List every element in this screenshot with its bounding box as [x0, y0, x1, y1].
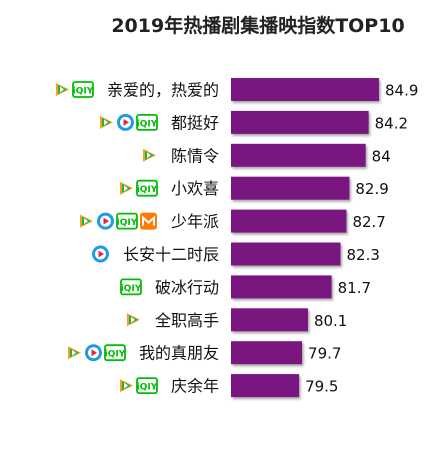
iqiyi-logo-icon: iQIY — [72, 81, 94, 98]
svg-text:iQIY: iQIY — [137, 185, 158, 195]
iqiyi-logo-icon: iQIY — [104, 344, 126, 362]
iqiyi-logo-icon: iQIY — [136, 377, 158, 395]
chart-row: 79.5 庆余年 iQIY — [116, 374, 338, 398]
value-label: 81.7 — [338, 279, 371, 297]
chart-row: 82.9 小欢喜 iQIY — [116, 176, 389, 200]
bar — [231, 209, 347, 233]
iqiyi-logo-icon: iQIY — [120, 278, 142, 296]
platform-icons: iQIY — [120, 278, 142, 296]
youku-logo-icon — [96, 212, 114, 230]
iqiyi-logo-icon: iQIY — [136, 114, 158, 131]
tencent-logo-icon — [116, 377, 134, 395]
tencent-logo-icon — [96, 113, 114, 131]
youku-logo-icon — [116, 113, 134, 131]
chart-row: 84.2 都挺好 iQIY — [96, 110, 408, 134]
category-label: 亲爱的，热爱的 — [107, 81, 219, 100]
category-label: 都挺好 — [171, 113, 219, 132]
platform-icons: iQIY — [52, 81, 94, 98]
platform-icons: iQIY — [116, 377, 158, 395]
value-label: 80.1 — [314, 312, 347, 330]
platform-icons: iQIY — [96, 113, 158, 131]
tencent-logo-icon — [52, 81, 70, 98]
category-label: 陈情令 — [171, 146, 219, 165]
value-label: 84.9 — [385, 82, 418, 100]
svg-text:iQIY: iQIY — [105, 350, 126, 360]
tencent-logo-icon — [139, 146, 157, 164]
category-label: 破冰行动 — [155, 278, 219, 297]
category-label: 我的真朋友 — [139, 344, 219, 363]
value-label: 82.7 — [352, 213, 385, 231]
chart-row: 84.9 亲爱的，热爱的 iQIY — [52, 78, 418, 101]
value-label: 79.5 — [305, 378, 338, 396]
bar — [231, 143, 366, 167]
value-label: 84 — [372, 147, 391, 165]
tencent-logo-icon — [76, 212, 94, 230]
bar — [231, 308, 308, 332]
bar — [231, 374, 300, 398]
platform-icons: iQIY — [76, 212, 157, 230]
bar — [231, 78, 379, 101]
svg-text:iQIY: iQIY — [121, 284, 142, 294]
category-label: 全职高手 — [155, 311, 219, 330]
tencent-logo-icon — [64, 344, 82, 362]
youku-logo-icon — [84, 344, 102, 362]
tencent-logo-icon — [116, 179, 134, 197]
iqiyi-logo-icon: iQIY — [136, 179, 158, 197]
bar — [231, 275, 332, 299]
chart-row: 81.7 破冰行动 iQIY — [120, 275, 371, 299]
svg-text:iQIY: iQIY — [137, 383, 158, 393]
category-label: 庆余年 — [171, 377, 219, 396]
chart-row: 82.3 长安十二时辰 — [91, 242, 380, 266]
youku-logo-icon — [91, 245, 109, 263]
mgtv-logo-icon — [139, 212, 157, 230]
iqiyi-logo-icon: iQIY — [116, 212, 138, 230]
chart-row: 84 陈情令 — [139, 143, 391, 167]
category-label: 长安十二时辰 — [123, 245, 219, 264]
svg-text:iQIY: iQIY — [117, 218, 138, 228]
platform-icons — [139, 146, 157, 164]
value-label: 84.2 — [375, 114, 408, 132]
chart-title: 2019年热播剧集播映指数TOP10 — [111, 14, 404, 37]
bar — [231, 176, 350, 200]
bar — [231, 341, 303, 365]
value-label: 82.9 — [355, 180, 388, 198]
value-label: 82.3 — [347, 246, 380, 264]
chart-row: 80.1 全职高手 — [123, 308, 347, 332]
platform-icons — [123, 311, 141, 329]
bar — [231, 242, 341, 266]
chart-row: 82.7 少年派 iQIY — [76, 209, 386, 233]
value-label: 79.7 — [308, 345, 341, 363]
tencent-logo-icon — [123, 311, 141, 329]
svg-text:iQIY: iQIY — [137, 119, 158, 129]
category-label: 少年派 — [171, 212, 219, 231]
platform-icons: iQIY — [116, 179, 158, 197]
category-label: 小欢喜 — [171, 179, 219, 198]
platform-icons: iQIY — [64, 344, 126, 362]
platform-icons — [91, 245, 109, 263]
bar — [231, 110, 369, 134]
chart-row: 79.7 我的真朋友 iQIY — [64, 341, 341, 365]
svg-text:iQIY: iQIY — [73, 87, 94, 97]
